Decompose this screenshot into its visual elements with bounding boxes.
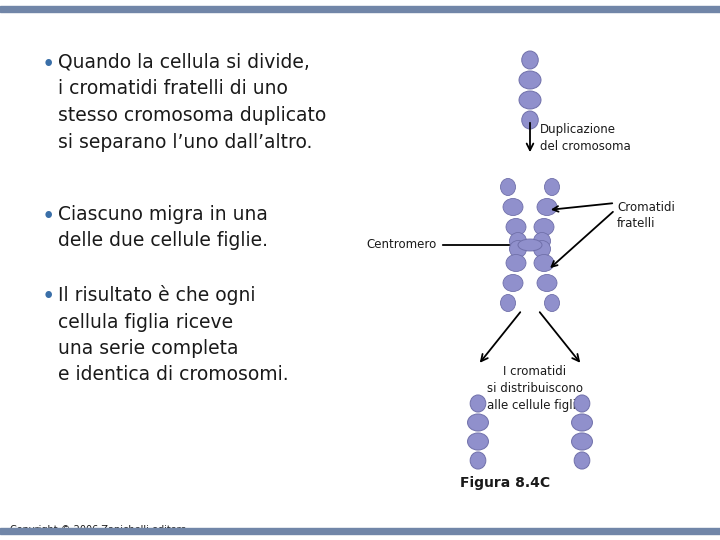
Text: Duplicazione
del cromosoma: Duplicazione del cromosoma bbox=[540, 123, 631, 153]
Ellipse shape bbox=[522, 51, 539, 69]
Ellipse shape bbox=[534, 254, 554, 272]
Ellipse shape bbox=[470, 395, 486, 412]
Ellipse shape bbox=[537, 199, 557, 215]
Text: •: • bbox=[42, 205, 55, 228]
Text: Figura 8.4C: Figura 8.4C bbox=[460, 476, 550, 490]
Ellipse shape bbox=[467, 433, 488, 450]
Text: Cromatidi
fratelli: Cromatidi fratelli bbox=[617, 201, 675, 230]
Ellipse shape bbox=[500, 179, 516, 195]
Ellipse shape bbox=[574, 452, 590, 469]
Ellipse shape bbox=[510, 240, 526, 258]
Ellipse shape bbox=[467, 414, 488, 431]
Bar bbox=[0, 528, 720, 534]
Ellipse shape bbox=[544, 179, 559, 195]
Ellipse shape bbox=[506, 219, 526, 235]
Ellipse shape bbox=[522, 111, 539, 129]
Text: Centromero: Centromero bbox=[366, 239, 437, 252]
Ellipse shape bbox=[537, 274, 557, 292]
Ellipse shape bbox=[534, 240, 551, 258]
Ellipse shape bbox=[572, 414, 593, 431]
Ellipse shape bbox=[572, 433, 593, 450]
Ellipse shape bbox=[506, 254, 526, 272]
Ellipse shape bbox=[544, 294, 559, 312]
Text: •: • bbox=[42, 53, 55, 76]
Ellipse shape bbox=[519, 71, 541, 89]
Ellipse shape bbox=[574, 395, 590, 412]
Text: Quando la cellula si divide,
i cromatidi fratelli di uno
stesso cromosoma duplic: Quando la cellula si divide, i cromatidi… bbox=[58, 53, 326, 152]
Ellipse shape bbox=[518, 239, 542, 251]
Bar bbox=[0, 6, 720, 12]
Text: I cromatidi
si distribuiscono
alle cellule figlie: I cromatidi si distribuiscono alle cellu… bbox=[487, 365, 583, 412]
Text: Ciascuno migra in una
delle due cellule figlie.: Ciascuno migra in una delle due cellule … bbox=[58, 205, 268, 251]
Ellipse shape bbox=[503, 274, 523, 292]
Text: •: • bbox=[42, 285, 55, 308]
Ellipse shape bbox=[534, 233, 551, 249]
Ellipse shape bbox=[534, 219, 554, 235]
Ellipse shape bbox=[519, 91, 541, 109]
Ellipse shape bbox=[500, 294, 516, 312]
Text: Copyright © 2006 Zanichelli editore: Copyright © 2006 Zanichelli editore bbox=[10, 525, 186, 535]
Ellipse shape bbox=[510, 233, 526, 249]
Text: Il risultato è che ogni
cellula figlia riceve
una serie completa
e identica di c: Il risultato è che ogni cellula figlia r… bbox=[58, 285, 289, 384]
Ellipse shape bbox=[503, 199, 523, 215]
Ellipse shape bbox=[470, 452, 486, 469]
